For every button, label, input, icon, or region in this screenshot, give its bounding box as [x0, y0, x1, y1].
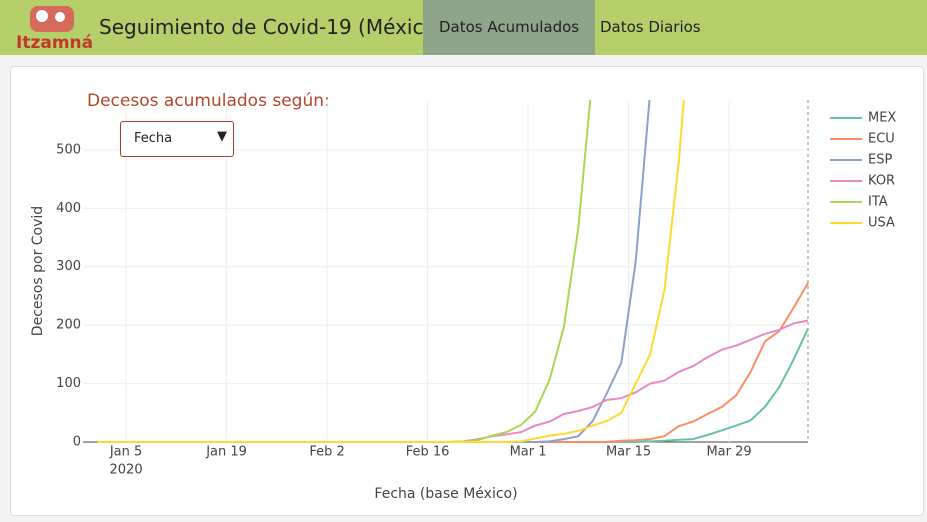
series-line — [97, 100, 592, 443]
y-tick-label: 300 — [56, 259, 81, 274]
app-title: Seguimiento de Covid-19 (México) — [99, 15, 444, 39]
x-tick-label: Mar 15 — [606, 445, 651, 460]
y-tick-label: 200 — [56, 318, 81, 333]
x-tick-label: Jan 5 — [109, 445, 142, 460]
plot-area — [97, 100, 809, 443]
x-year-label: 2020 — [110, 463, 143, 478]
legend-label: USA — [868, 216, 895, 231]
y-tick-label: 400 — [56, 201, 81, 216]
logo-text: Itzamná — [16, 33, 94, 53]
x-tick-label: Jan 19 — [205, 445, 247, 460]
x-axis-title: Fecha (base México) — [374, 486, 517, 502]
dropdown-arrow: ▼ — [217, 129, 227, 144]
series-line — [97, 100, 685, 443]
y-tick-label: 500 — [56, 142, 81, 157]
x-tick-label: Mar 1 — [510, 445, 547, 460]
annotation: Decesos acumulados según: — [87, 91, 330, 111]
legend-label: ESP — [868, 153, 892, 168]
series-line — [97, 328, 809, 443]
legend-label: MEX — [868, 111, 896, 126]
x-tick-label: Feb 16 — [406, 445, 450, 460]
series-line — [97, 319, 809, 443]
y-axis-title: Decesos por Covid — [30, 206, 46, 336]
legend-label: ECU — [868, 132, 895, 147]
x-tick-label: Mar 29 — [706, 445, 751, 460]
dropdown[interactable]: Fecha ▼ — [120, 121, 234, 157]
legend-label: KOR — [868, 174, 895, 189]
nav-tab[interactable]: Datos Diarios — [600, 18, 701, 36]
x-tick-label: Feb 2 — [309, 445, 344, 460]
series-line — [97, 282, 809, 443]
header: Itzamná Seguimiento de Covid-19 (México)… — [0, 0, 927, 55]
legend-label: ITA — [868, 195, 888, 210]
y-tick-label: 100 — [56, 376, 81, 391]
dropdown-value: Fecha — [134, 131, 173, 146]
logo-icon — [30, 6, 74, 32]
nav-tab[interactable]: Datos Acumulados — [423, 0, 596, 55]
y-tick-label: 0 — [73, 435, 81, 450]
series-line — [97, 100, 651, 443]
